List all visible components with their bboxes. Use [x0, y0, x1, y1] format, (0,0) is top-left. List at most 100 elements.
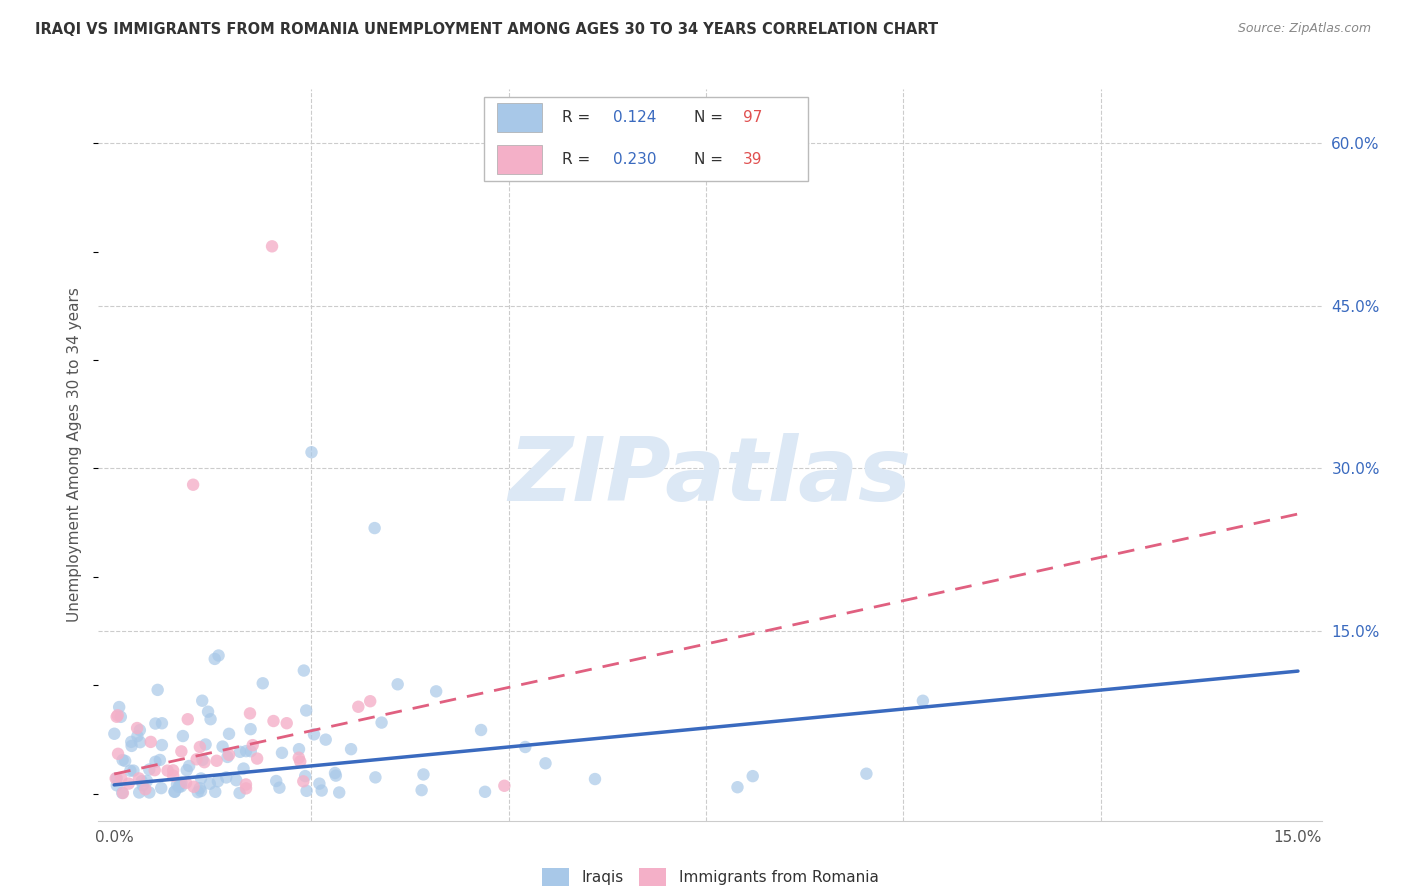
- Point: [328, 785, 350, 799]
- Point: [122, 764, 145, 778]
- Point: [204, 652, 226, 666]
- Point: [911, 694, 934, 708]
- Point: [150, 738, 173, 752]
- Point: [114, 754, 136, 768]
- Point: [387, 677, 409, 691]
- Point: [211, 739, 233, 754]
- Point: [727, 780, 749, 795]
- Point: [139, 735, 162, 749]
- Point: [156, 764, 179, 778]
- Point: [239, 706, 262, 721]
- Point: [207, 648, 229, 663]
- Point: [228, 786, 250, 800]
- Point: [146, 682, 169, 697]
- Point: [412, 767, 434, 781]
- Point: [252, 676, 274, 690]
- Point: [118, 776, 141, 790]
- Point: [370, 715, 392, 730]
- Point: [205, 754, 228, 768]
- Point: [855, 766, 877, 780]
- Point: [264, 774, 287, 789]
- Point: [145, 755, 167, 769]
- Point: [347, 699, 370, 714]
- Point: [169, 777, 191, 791]
- Point: [170, 744, 193, 758]
- Point: [163, 784, 186, 798]
- Point: [143, 763, 166, 777]
- Point: [188, 781, 211, 796]
- Point: [218, 727, 240, 741]
- Point: [198, 777, 221, 791]
- Point: [323, 766, 346, 780]
- Point: [103, 727, 125, 741]
- Point: [225, 773, 247, 788]
- Point: [425, 684, 447, 698]
- Point: [276, 716, 298, 731]
- Point: [170, 780, 193, 794]
- Point: [200, 712, 222, 726]
- Point: [204, 785, 226, 799]
- Point: [105, 778, 128, 792]
- Text: IRAQI VS IMMIGRANTS FROM ROMANIA UNEMPLOYMENT AMONG AGES 30 TO 34 YEARS CORRELAT: IRAQI VS IMMIGRANTS FROM ROMANIA UNEMPLO…: [35, 22, 938, 37]
- Point: [188, 739, 211, 754]
- Point: [111, 753, 134, 767]
- Point: [135, 774, 157, 789]
- Point: [134, 782, 156, 797]
- Point: [166, 778, 188, 792]
- Legend: Iraqis, Immigrants from Romania: Iraqis, Immigrants from Romania: [541, 868, 879, 886]
- Text: ZIPatlas: ZIPatlas: [509, 434, 911, 520]
- Point: [120, 735, 142, 749]
- Point: [181, 477, 204, 491]
- Point: [162, 764, 184, 778]
- Point: [295, 784, 318, 798]
- Point: [127, 729, 149, 743]
- Point: [271, 746, 294, 760]
- Point: [105, 771, 128, 785]
- Point: [120, 764, 142, 778]
- Point: [302, 727, 325, 741]
- Point: [129, 735, 152, 749]
- Point: [411, 783, 433, 797]
- Point: [150, 716, 173, 731]
- Point: [131, 774, 153, 789]
- Point: [239, 744, 262, 758]
- Point: [232, 762, 254, 776]
- Point: [269, 780, 291, 795]
- Text: Source: ZipAtlas.com: Source: ZipAtlas.com: [1237, 22, 1371, 36]
- Point: [263, 714, 285, 728]
- Point: [186, 752, 208, 766]
- Point: [534, 756, 557, 771]
- Point: [235, 744, 257, 758]
- Point: [229, 745, 252, 759]
- Point: [172, 729, 194, 743]
- Point: [145, 716, 167, 731]
- Point: [105, 710, 128, 724]
- Point: [308, 777, 330, 791]
- Point: [290, 755, 312, 769]
- Point: [235, 781, 257, 796]
- Point: [364, 770, 387, 784]
- Point: [494, 779, 516, 793]
- Point: [288, 742, 311, 756]
- Point: [167, 780, 190, 794]
- Point: [177, 712, 200, 726]
- Point: [197, 705, 219, 719]
- Point: [294, 769, 316, 783]
- Point: [325, 769, 347, 783]
- Y-axis label: Unemployment Among Ages 30 to 34 years: Unemployment Among Ages 30 to 34 years: [67, 287, 83, 623]
- Point: [246, 751, 269, 765]
- Point: [340, 742, 363, 756]
- Point: [190, 772, 212, 786]
- Point: [207, 774, 229, 789]
- Point: [311, 783, 333, 797]
- Point: [191, 753, 214, 767]
- Point: [179, 759, 201, 773]
- Point: [183, 780, 205, 794]
- Point: [239, 722, 262, 736]
- Point: [217, 750, 239, 764]
- Point: [104, 772, 127, 786]
- Point: [292, 774, 315, 789]
- Point: [474, 785, 496, 799]
- Point: [301, 445, 323, 459]
- Point: [215, 771, 238, 785]
